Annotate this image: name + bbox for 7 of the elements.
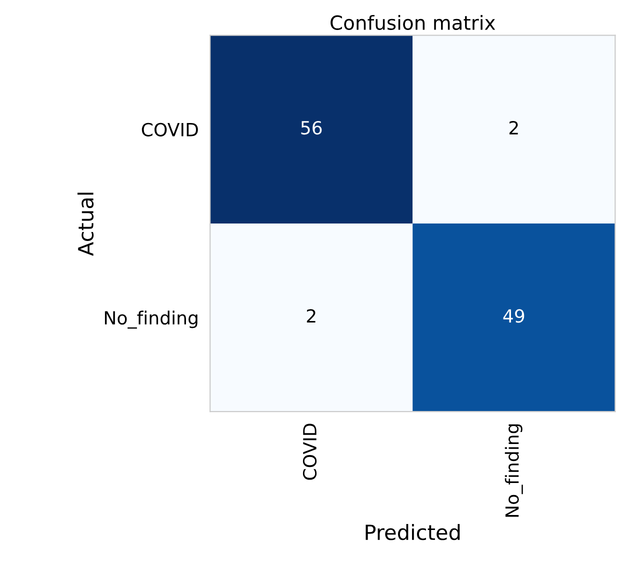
data-label: 2 (306, 309, 316, 322)
x-axis-title: Predicted (366, 524, 460, 540)
chart-title: Confusion matrix (330, 14, 496, 30)
data-label: 2 (509, 120, 518, 134)
data-label: 49 (503, 309, 524, 323)
data-label: 56 (301, 120, 322, 135)
y-axis-title: Actual (77, 192, 94, 256)
